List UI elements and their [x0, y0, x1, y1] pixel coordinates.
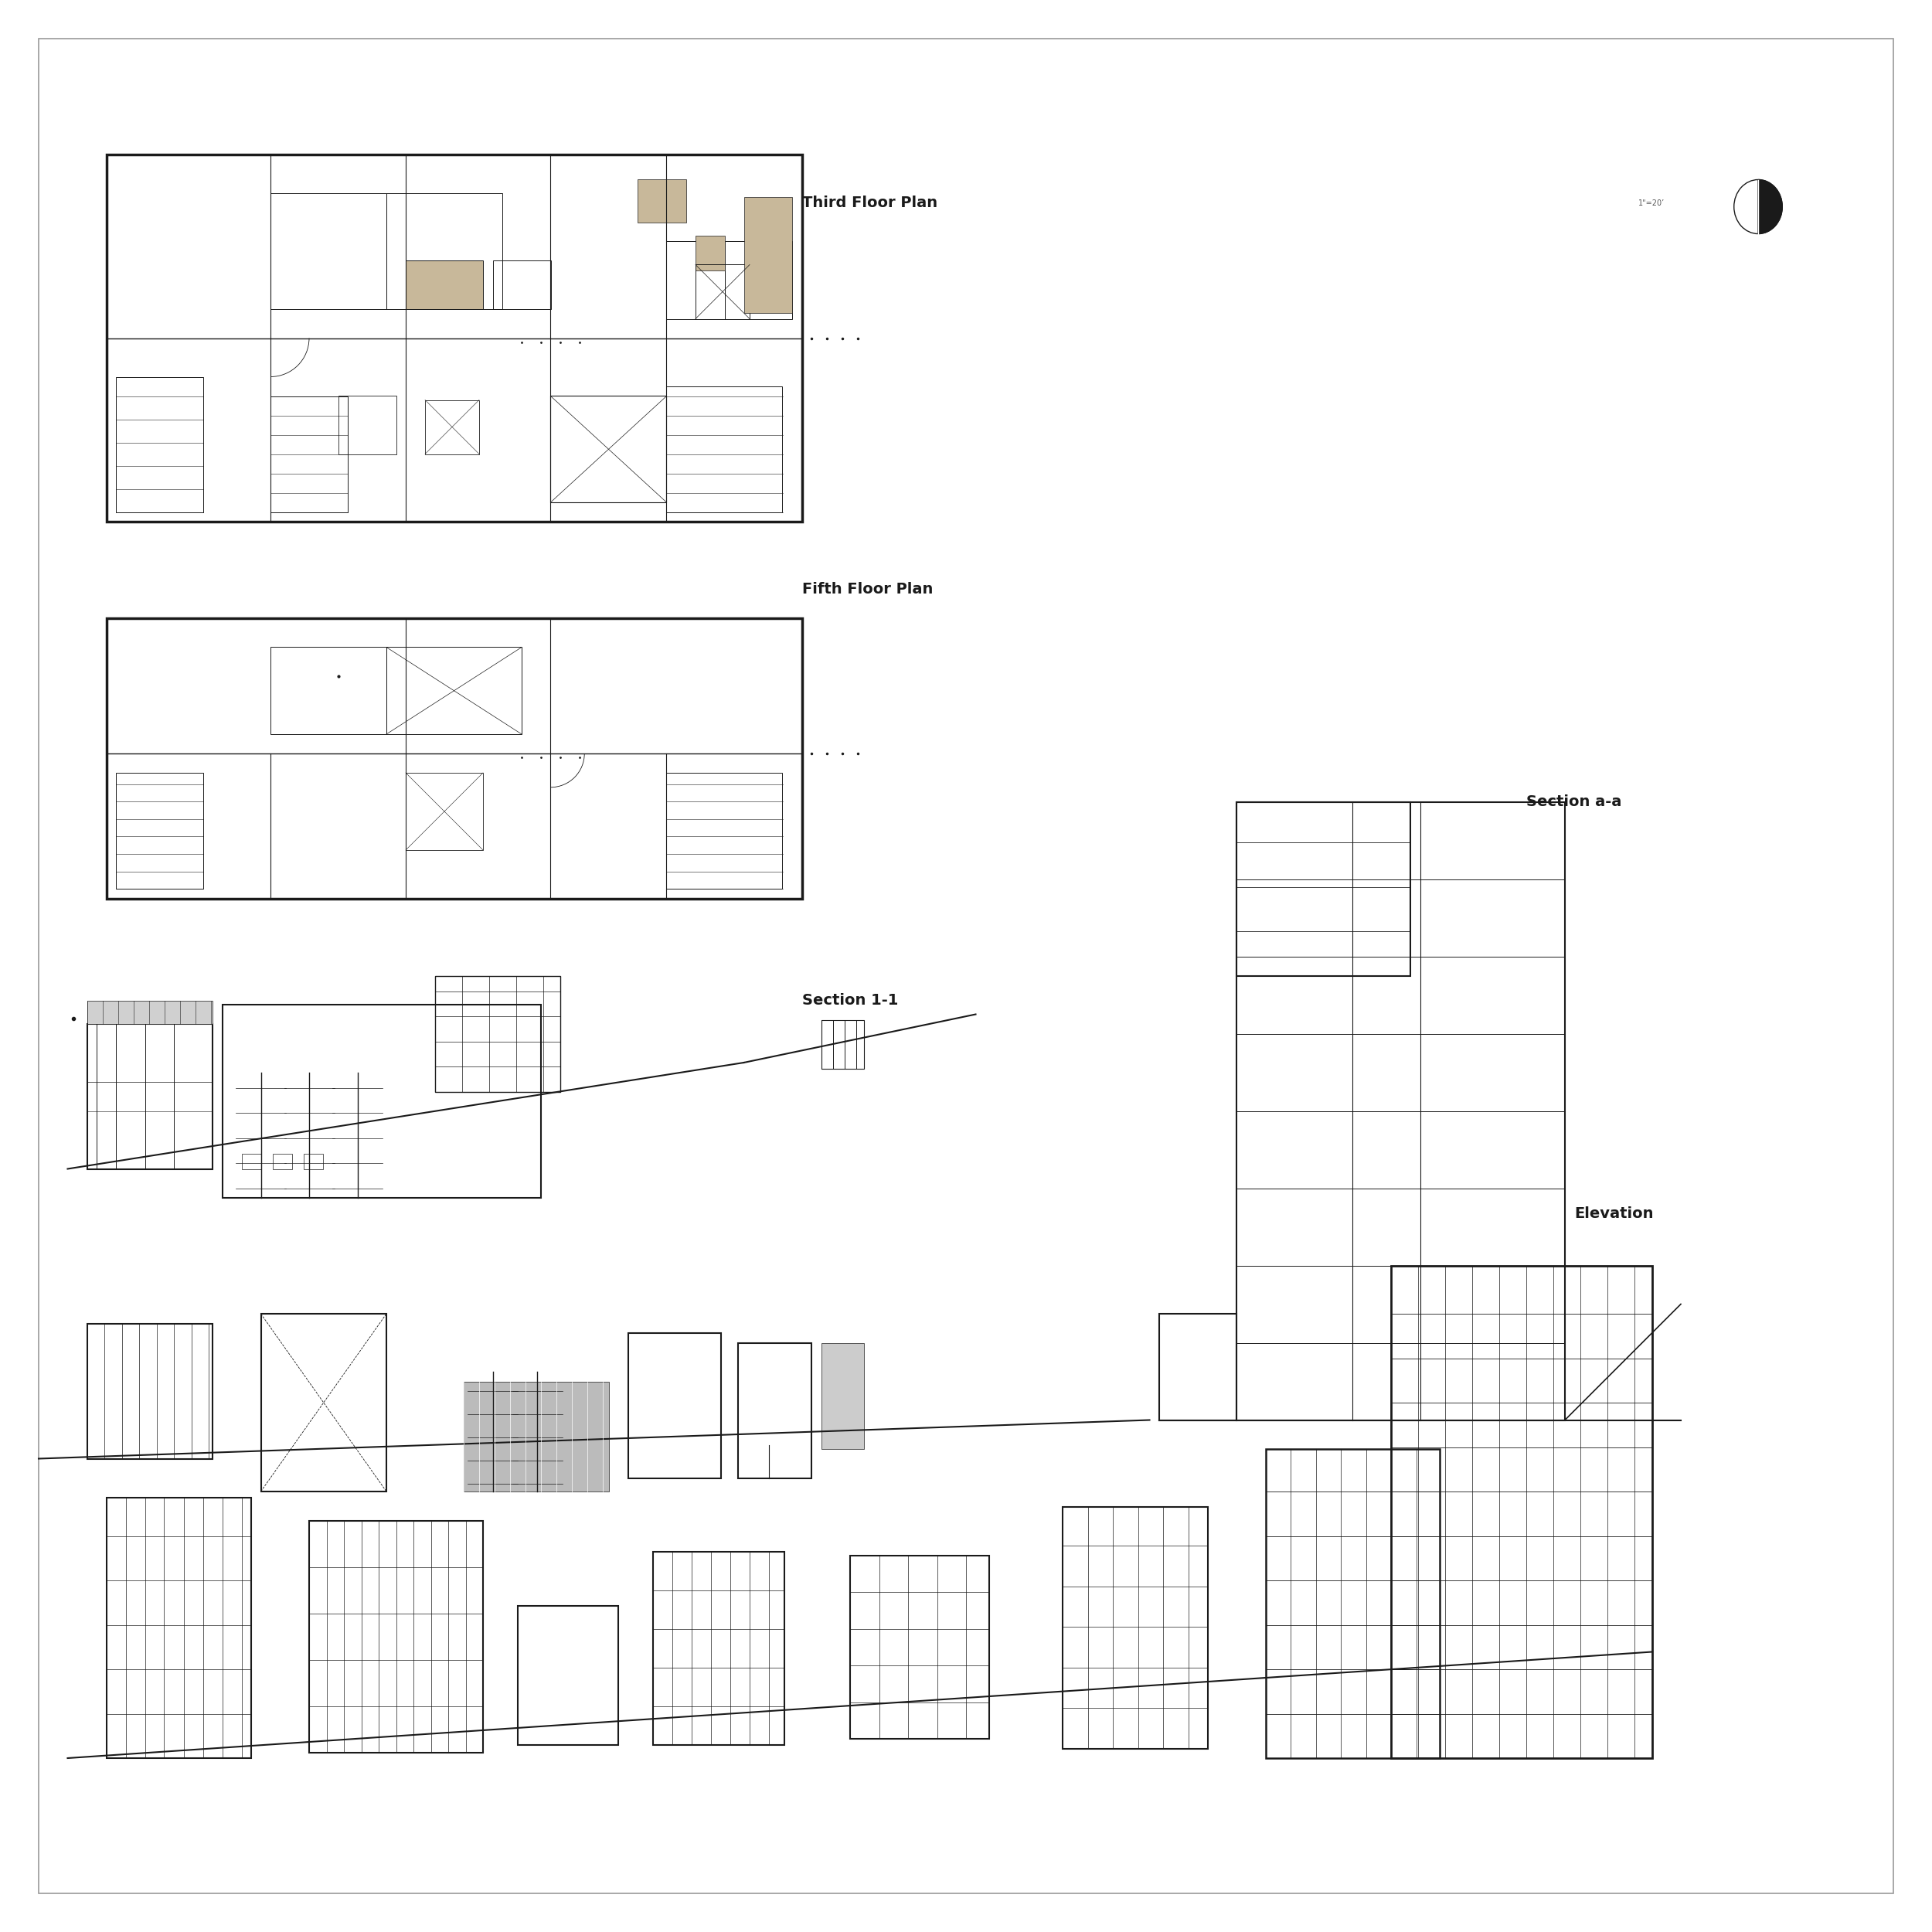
Bar: [386, 193, 502, 309]
Bar: [850, 1555, 989, 1739]
Bar: [386, 647, 522, 734]
Bar: [744, 197, 792, 313]
Bar: [821, 1020, 864, 1068]
Bar: [406, 773, 483, 850]
Bar: [518, 1605, 618, 1745]
Bar: [667, 773, 782, 889]
Bar: [242, 1153, 261, 1169]
Text: Third Floor Plan: Third Floor Plan: [802, 195, 937, 211]
Bar: [106, 1497, 251, 1758]
Bar: [667, 242, 724, 319]
Text: Elevation: Elevation: [1575, 1206, 1654, 1221]
Bar: [87, 1024, 213, 1169]
Bar: [272, 1153, 292, 1169]
Bar: [551, 396, 667, 502]
Bar: [696, 236, 724, 270]
Bar: [87, 1001, 213, 1024]
Polygon shape: [1758, 180, 1781, 234]
Bar: [116, 377, 203, 512]
Bar: [87, 1323, 213, 1459]
Bar: [309, 1520, 483, 1752]
Bar: [1391, 1265, 1652, 1758]
Bar: [667, 386, 782, 512]
Text: Section a-a: Section a-a: [1526, 794, 1621, 810]
Bar: [106, 155, 802, 522]
Bar: [116, 773, 203, 889]
Text: Section 1-1: Section 1-1: [802, 993, 898, 1009]
Bar: [493, 261, 551, 309]
Bar: [1159, 1314, 1236, 1420]
Bar: [106, 618, 802, 898]
Text: Fifth Floor Plan: Fifth Floor Plan: [802, 582, 933, 597]
Bar: [653, 1551, 784, 1745]
Bar: [1236, 802, 1565, 1420]
Bar: [303, 1153, 323, 1169]
Bar: [270, 193, 386, 309]
Bar: [724, 242, 792, 319]
Bar: [435, 976, 560, 1092]
Bar: [738, 1343, 811, 1478]
Bar: [464, 1381, 609, 1492]
Bar: [1265, 1449, 1439, 1758]
Bar: [425, 400, 479, 454]
Bar: [821, 1343, 864, 1449]
Bar: [638, 180, 686, 222]
Bar: [270, 396, 348, 512]
Bar: [1063, 1507, 1208, 1748]
Bar: [270, 647, 386, 734]
Bar: [261, 1314, 386, 1492]
Bar: [406, 261, 483, 309]
Bar: [338, 396, 396, 454]
Bar: [1236, 802, 1410, 976]
Bar: [222, 1005, 541, 1198]
Bar: [696, 265, 750, 319]
Text: 1"=20’: 1"=20’: [1638, 199, 1665, 207]
Bar: [628, 1333, 721, 1478]
